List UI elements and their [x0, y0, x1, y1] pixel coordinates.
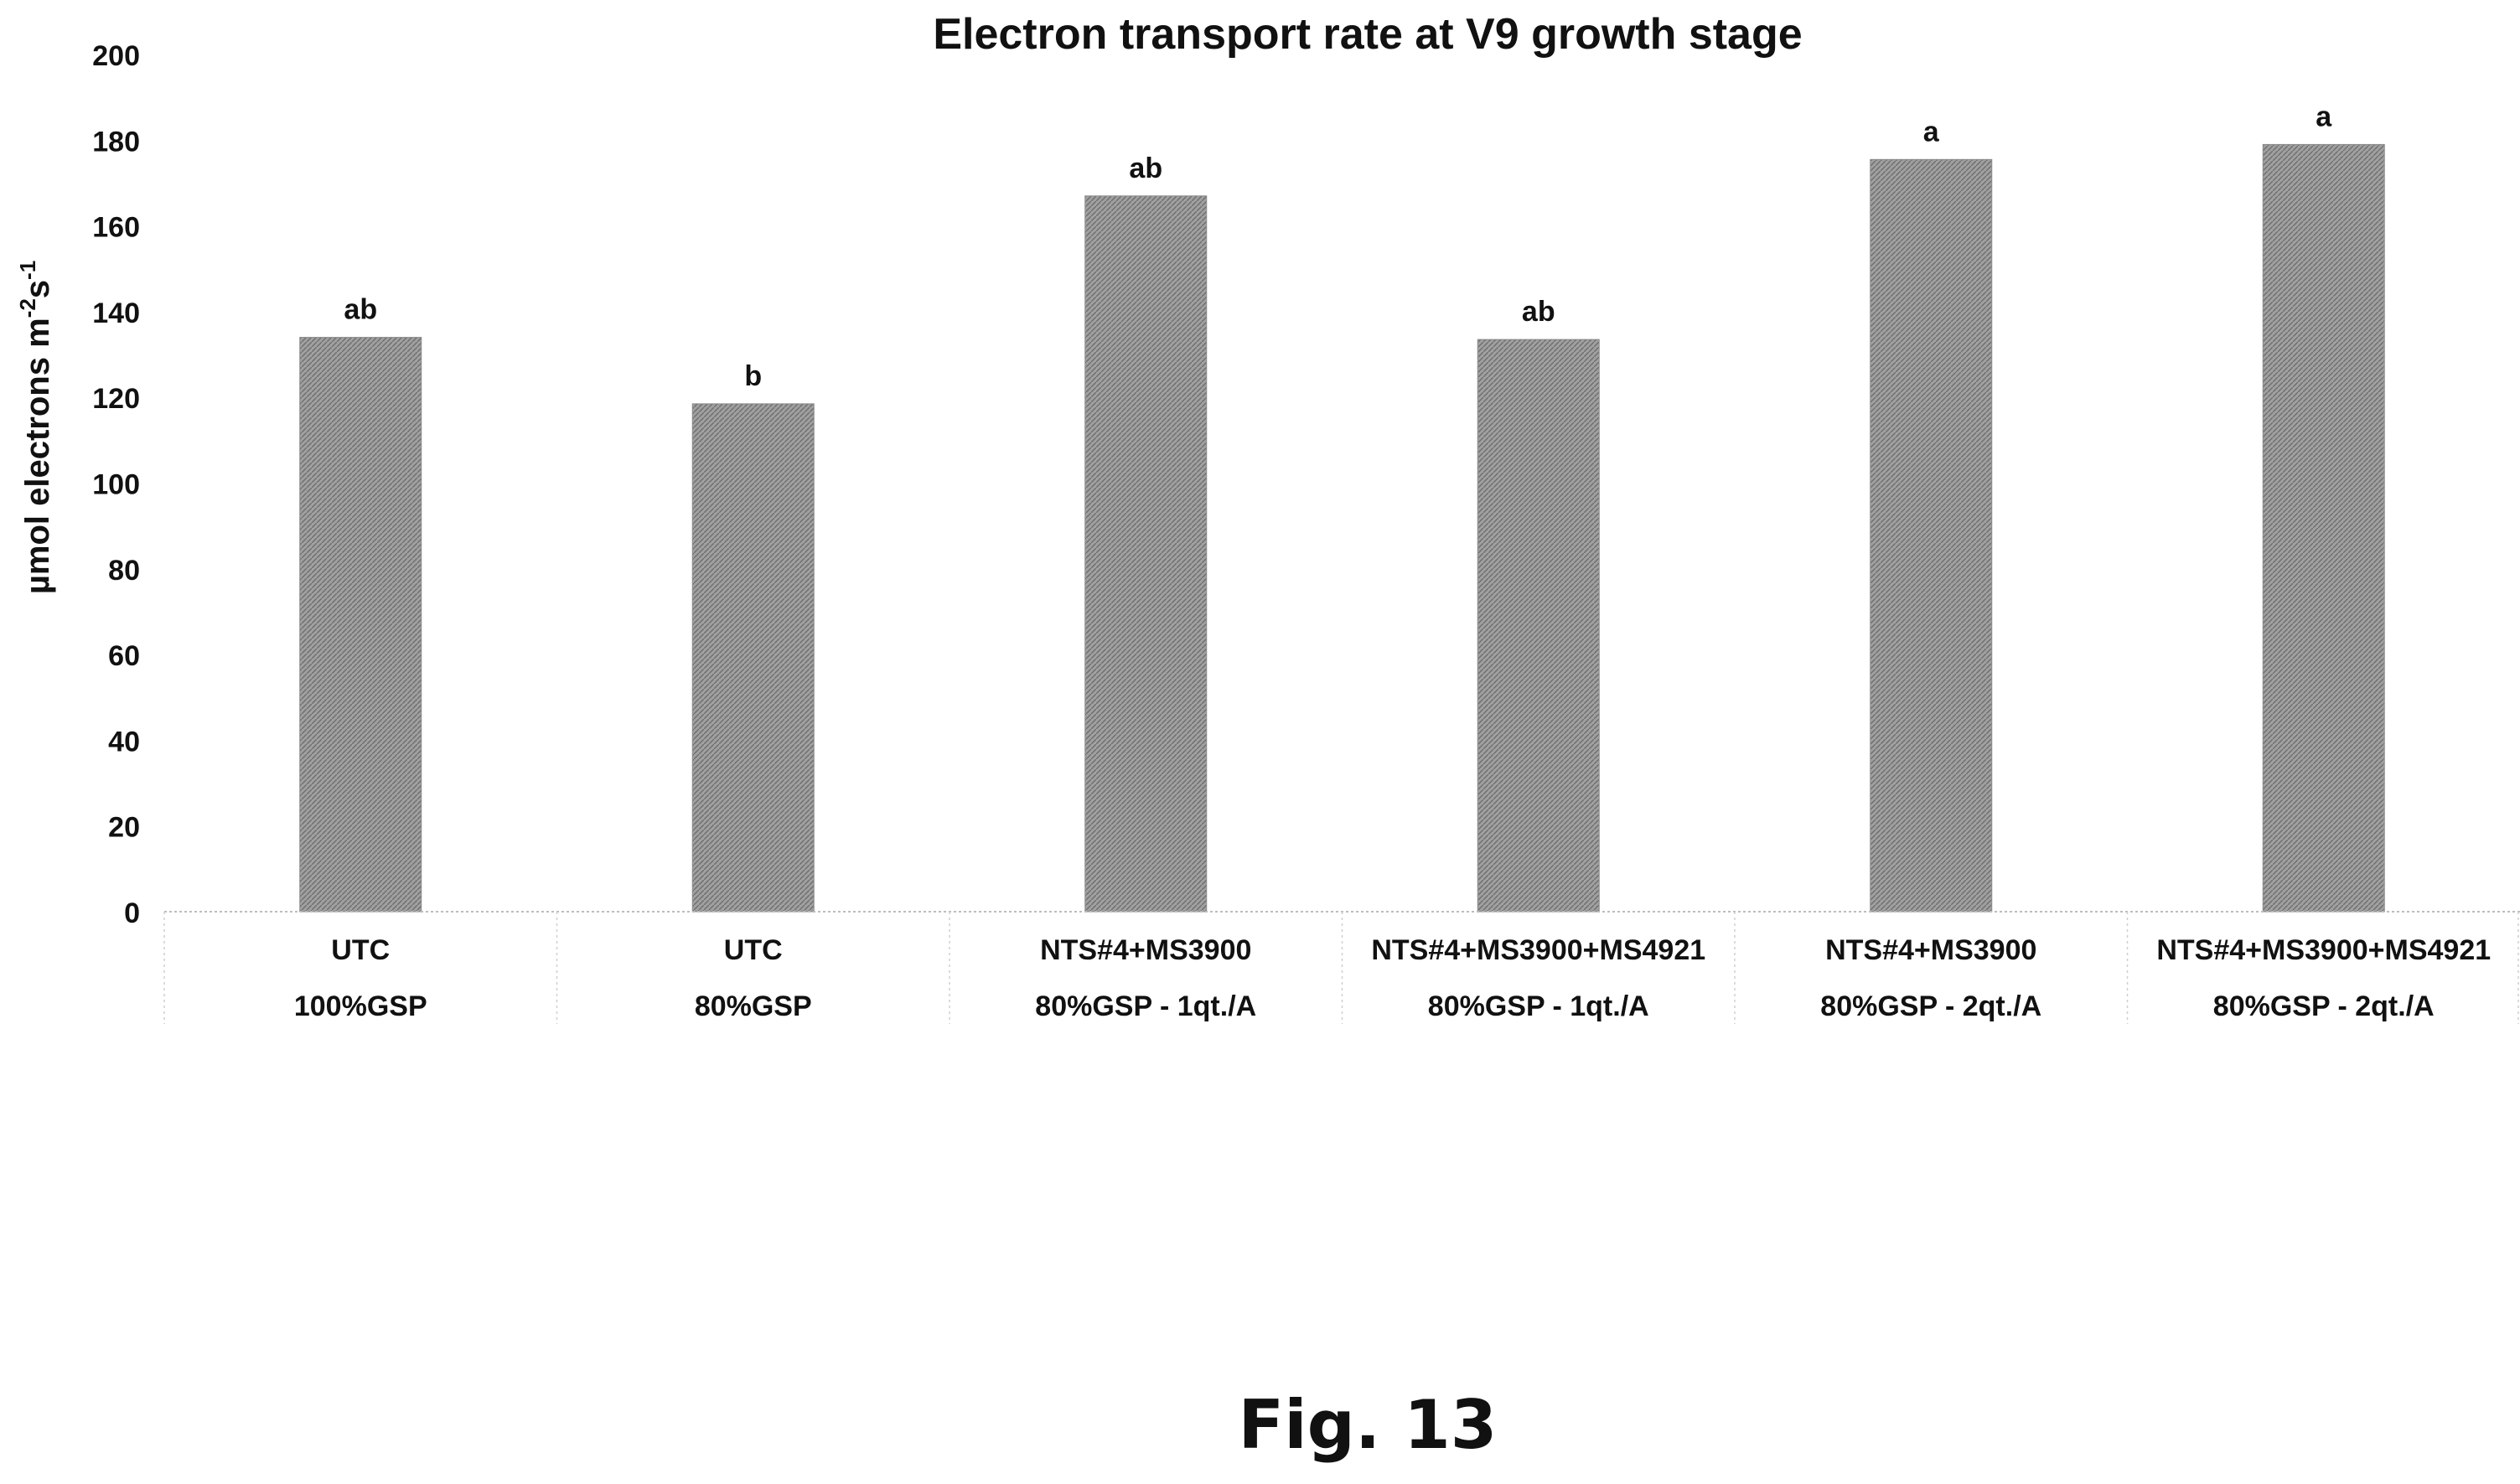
y-tick-label: 20	[108, 812, 140, 844]
y-axis-label-main: µmol electrons m	[19, 318, 56, 594]
category-label-line1: NTS#4+MS3900+MS4921	[2156, 934, 2491, 966]
y-tick-label: 160	[92, 212, 140, 244]
y-tick-label: 80	[108, 555, 140, 587]
y-tick-label: 40	[108, 726, 140, 758]
significance-label: a	[2316, 101, 2332, 132]
significance-label: b	[744, 360, 762, 392]
significance-label: ab	[1522, 296, 1555, 328]
y-axis-label: µmol electrons m-2s-1	[15, 261, 56, 594]
y-tick-label: 140	[92, 297, 140, 329]
chart-title: Electron transport rate at V9 growth sta…	[933, 10, 1802, 59]
figure-caption: Fig. 13	[1239, 1386, 1498, 1464]
y-axis-label-sup1: -2	[15, 298, 40, 318]
category-label-line2: 100%GSP	[294, 990, 427, 1022]
x-axis	[163, 911, 2520, 1024]
significance-label: ab	[1129, 153, 1162, 184]
category-label-line2: 80%GSP - 1qt./A	[1035, 990, 1256, 1022]
y-axis-ticks: 0 20 40 60 80 100 120 140 160 180 200	[92, 40, 140, 929]
y-tick-label: 0	[124, 897, 140, 929]
y-tick-label: 60	[108, 640, 140, 672]
category-labels: UTC 100%GSP UTC 80%GSP NTS#4+MS3900 80%GSP - …	[294, 934, 2491, 1022]
bar	[1084, 195, 1208, 913]
y-tick-label: 100	[92, 469, 140, 501]
category-label-line1: NTS#4+MS3900	[1825, 934, 2036, 966]
bar	[691, 403, 815, 913]
significance-labels: ab b ab ab a a	[344, 101, 2332, 391]
y-axis-label-mid: s	[19, 280, 56, 298]
category-label-line1: NTS#4+MS3900	[1040, 934, 1251, 966]
category-label-line2: 80%GSP - 1qt./A	[1428, 990, 1649, 1022]
bar	[2262, 143, 2385, 913]
category-label-line2: 80%GSP - 2qt./A	[2213, 990, 2435, 1022]
category-label-line2: 80%GSP - 2qt./A	[1820, 990, 2041, 1022]
y-tick-label: 120	[92, 383, 140, 415]
significance-label: ab	[344, 294, 377, 326]
bar	[1477, 339, 1600, 913]
bar	[299, 337, 422, 913]
category-label-line2: 80%GSP	[695, 990, 812, 1022]
bar-series	[299, 143, 2385, 913]
y-axis-label-sup2: -1	[15, 261, 40, 280]
category-label-line1: UTC	[724, 934, 783, 966]
category-label-line1: UTC	[331, 934, 390, 966]
category-label-line1: NTS#4+MS3900+MS4921	[1371, 934, 1705, 966]
y-tick-label: 200	[92, 40, 140, 72]
significance-label: a	[1923, 116, 1940, 147]
bar	[1870, 158, 1993, 913]
y-tick-label: 180	[92, 126, 140, 158]
